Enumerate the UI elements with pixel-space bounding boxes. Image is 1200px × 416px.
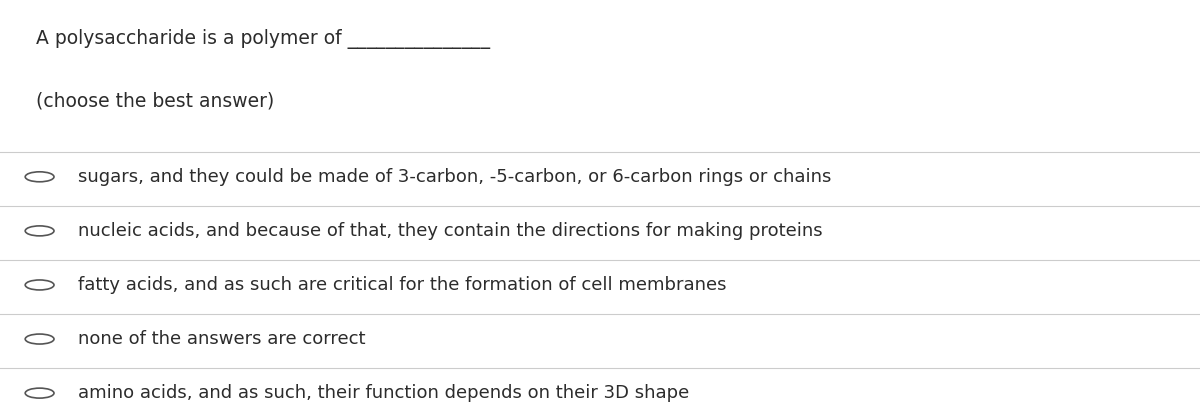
Text: amino acids, and as such, their function depends on their 3D shape: amino acids, and as such, their function… xyxy=(78,384,689,402)
Text: sugars, and they could be made of 3-carbon, -5-carbon, or 6-carbon rings or chai: sugars, and they could be made of 3-carb… xyxy=(78,168,832,186)
Text: fatty acids, and as such are critical for the formation of cell membranes: fatty acids, and as such are critical fo… xyxy=(78,276,726,294)
Text: nucleic acids, and because of that, they contain the directions for making prote: nucleic acids, and because of that, they… xyxy=(78,222,823,240)
Text: (choose the best answer): (choose the best answer) xyxy=(36,92,275,111)
Text: none of the answers are correct: none of the answers are correct xyxy=(78,330,366,348)
Text: A polysaccharide is a polymer of _______________: A polysaccharide is a polymer of _______… xyxy=(36,29,490,49)
